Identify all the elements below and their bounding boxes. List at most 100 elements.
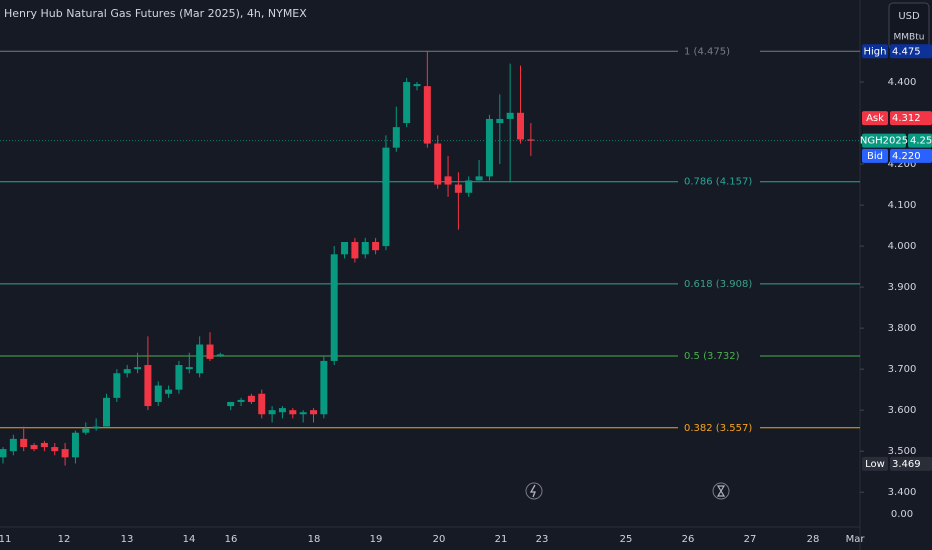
price-tag-name-box <box>862 111 888 126</box>
price-tag-name: High <box>864 46 887 57</box>
candle-body <box>278 408 286 413</box>
y-tick-label: 4.000 <box>888 241 917 252</box>
candle-body <box>51 447 59 452</box>
candle-body <box>175 365 183 390</box>
candle-body <box>382 147 390 247</box>
price-tag-name: Bid <box>867 151 883 162</box>
candle-body <box>403 82 411 124</box>
price-tag: Ask 4.312 <box>862 111 932 126</box>
x-tick-label: 28 <box>807 534 820 545</box>
candle-body <box>40 442 48 448</box>
candle-body <box>247 395 255 402</box>
event-icon-circle[interactable] <box>525 482 543 500</box>
y-tick-label: 3.900 <box>888 282 917 293</box>
currency: USD <box>898 11 920 22</box>
candle-body <box>330 254 338 361</box>
fib-label: 1 (4.475) <box>684 46 730 57</box>
unit: MMBtu <box>894 33 925 43</box>
candle-body <box>320 360 328 415</box>
candle-body <box>30 445 38 450</box>
candle-body <box>310 410 317 415</box>
x-tick-label: 25 <box>620 534 633 545</box>
price-tag-value: 4.220 <box>892 151 921 162</box>
candle-body <box>434 143 442 185</box>
price-tag-value: 4.475 <box>892 46 921 57</box>
candle-body <box>185 367 193 370</box>
candle-body <box>61 449 69 458</box>
candle-body <box>154 385 162 402</box>
event-icon-circle[interactable] <box>712 482 730 500</box>
x-tick-label: 13 <box>121 534 134 545</box>
candle-body <box>299 412 307 415</box>
candle-body <box>361 241 369 255</box>
y-tick-label: 4.100 <box>888 200 917 211</box>
x-tick-label: 12 <box>58 534 71 545</box>
candle-body <box>216 354 224 356</box>
candle-body <box>20 438 28 448</box>
scale-label: 0.00 <box>891 509 913 520</box>
candle-body <box>341 241 349 255</box>
candle-body <box>196 344 204 374</box>
price-tag-name: Low <box>865 459 885 470</box>
candle-body <box>372 241 380 251</box>
x-tick-label: 18 <box>308 534 321 545</box>
price-tag-value: 3.469 <box>892 459 921 470</box>
event-icon-bolt <box>529 484 536 498</box>
event-icon-hourglass <box>716 485 726 497</box>
x-tick-label: 11 <box>0 534 11 545</box>
candle-body <box>423 86 431 144</box>
x-tick-label: Mar <box>846 534 866 545</box>
price-tag: Bid 4.220 <box>862 148 932 163</box>
candle-body <box>289 410 297 415</box>
candle-body <box>413 84 421 87</box>
x-tick-label: 16 <box>225 534 238 545</box>
price-tag-value-box <box>890 456 932 471</box>
price-tag-value-box <box>908 133 932 148</box>
y-tick-label: 4.400 <box>888 77 917 88</box>
candle-body <box>444 176 452 185</box>
y-tick-label: 3.800 <box>888 323 917 334</box>
candle-body <box>134 367 142 370</box>
candle-body <box>496 118 504 124</box>
x-tick-label: 19 <box>370 534 383 545</box>
price-tag-name-box <box>862 44 888 59</box>
candle-body <box>517 112 524 140</box>
x-tick-label: 26 <box>682 534 695 545</box>
candle-body <box>268 410 276 415</box>
candle-body <box>165 389 173 394</box>
candle-body <box>475 176 483 181</box>
event-icon[interactable] <box>712 482 730 500</box>
candle-body <box>351 241 359 259</box>
x-tick-label: 20 <box>433 534 446 545</box>
price-tag-name-box <box>862 133 906 148</box>
candle-body <box>123 369 131 374</box>
x-tick-label: 27 <box>744 534 757 545</box>
candle-body <box>144 365 152 407</box>
candle-body <box>113 373 121 398</box>
price-tag-value-box <box>890 111 932 126</box>
price-tag-name: Ask <box>866 113 884 124</box>
price-tag-value-box <box>890 148 932 163</box>
price-tag: High 4.475 <box>862 44 932 59</box>
candle-body <box>485 118 493 177</box>
price-tag-name-box <box>862 148 888 163</box>
x-tick-label: 21 <box>495 534 508 545</box>
y-tick-label: 3.700 <box>888 364 917 375</box>
x-tick-label: 23 <box>536 534 549 545</box>
price-tag-value: 4.312 <box>892 113 921 124</box>
price-tag-name-box <box>862 456 888 471</box>
candle-body <box>103 397 110 427</box>
candle-body <box>465 180 473 193</box>
candle-body <box>527 139 535 141</box>
candle-body <box>92 426 100 429</box>
candle-body <box>0 449 7 458</box>
candle-body <box>227 401 235 407</box>
y-tick-label: 3.400 <box>888 487 917 498</box>
x-tick-label: 14 <box>183 534 196 545</box>
event-icon[interactable] <box>525 482 543 500</box>
plot: 3.400 3.500 3.600 3.700 3.800 3.900 4.000 4.100… <box>0 46 916 545</box>
